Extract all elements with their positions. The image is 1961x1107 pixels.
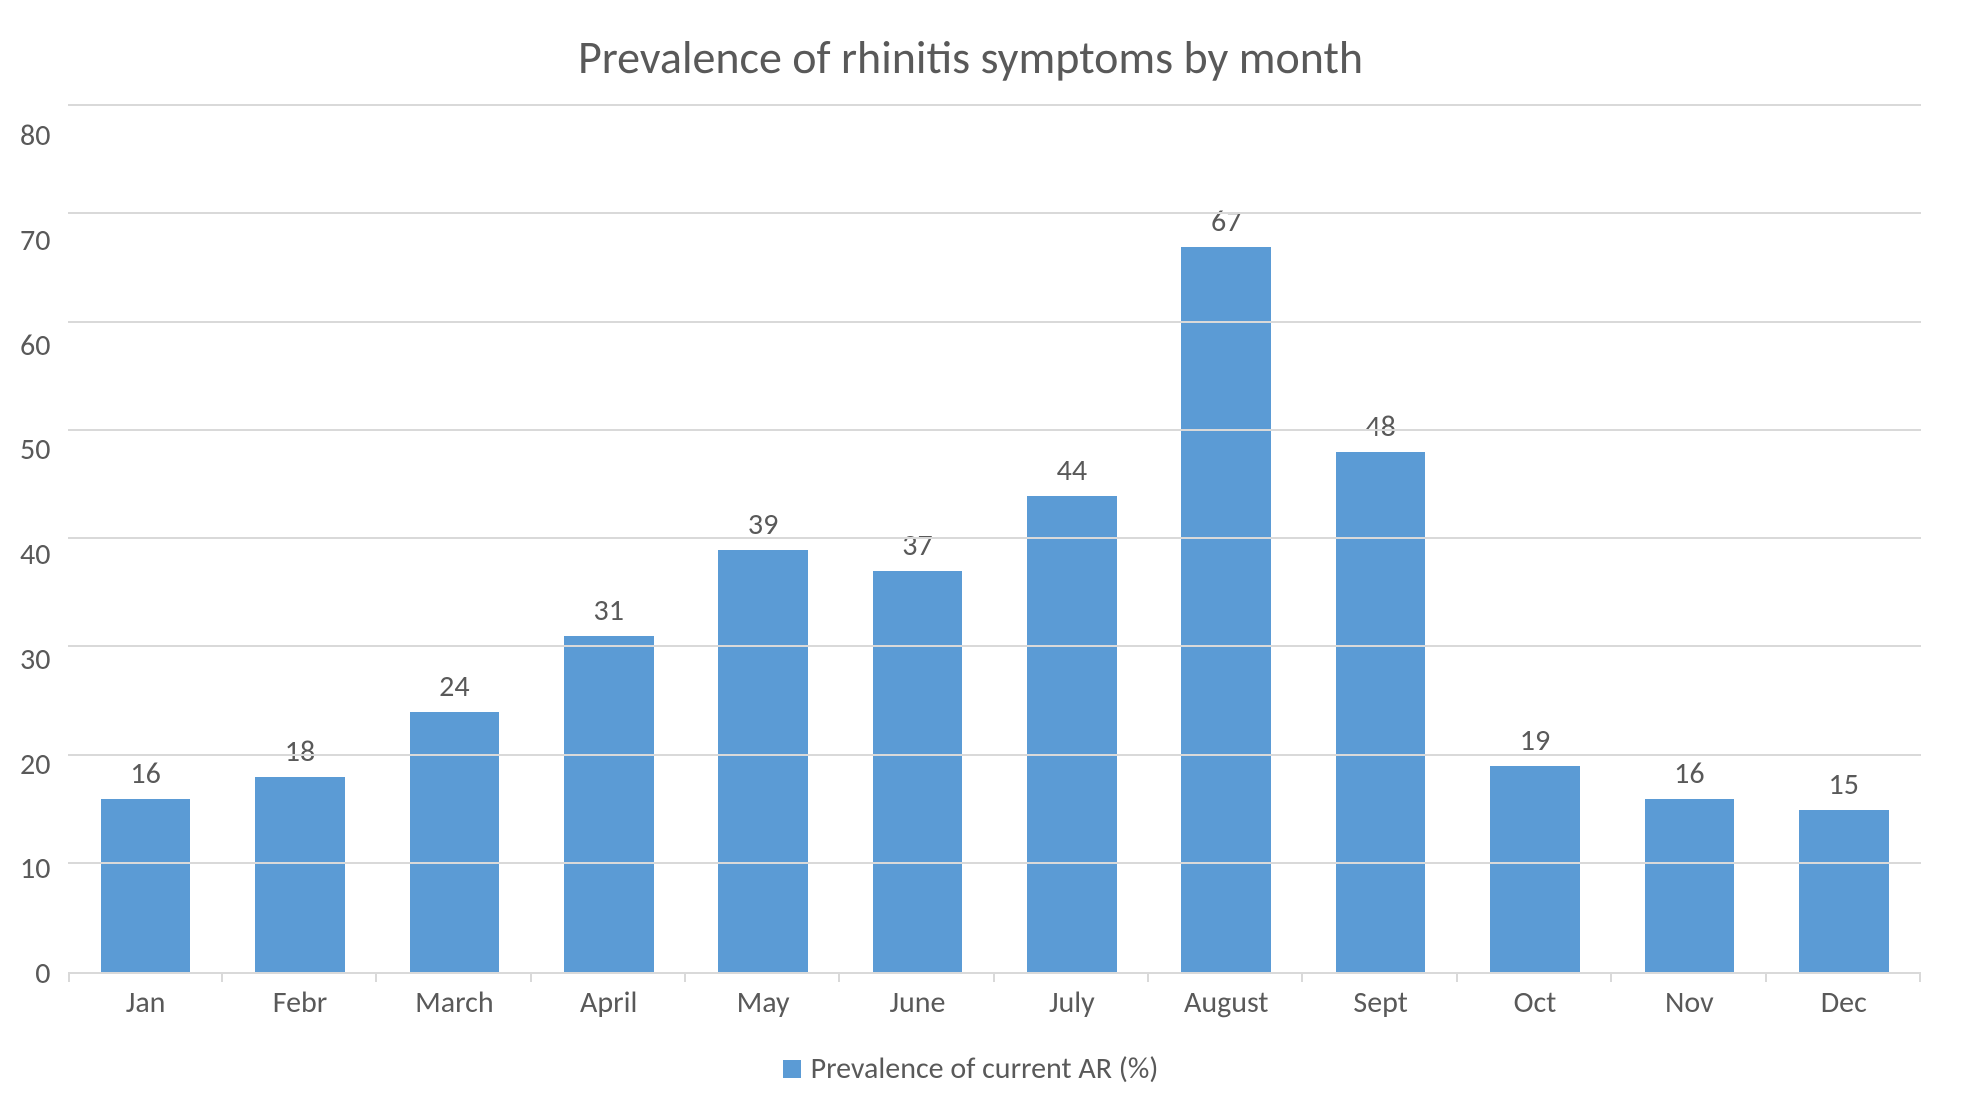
bar-value-label: 24 — [439, 672, 469, 702]
x-tick-label: Dec — [1767, 974, 1921, 1022]
x-tick-label: July — [995, 974, 1149, 1022]
x-tick-mark — [993, 972, 995, 982]
bar — [255, 777, 345, 972]
plot-wrapper: 16 18 24 31 39 37 44 67 48 19 16 15 JanFebrMarchApr… — [68, 106, 1921, 1022]
bar-slot: 16 — [1612, 106, 1766, 972]
chart-title: Prevalence of rhinitis symptoms by month — [20, 30, 1921, 86]
gridline — [68, 429, 1921, 431]
x-tick-mark — [838, 972, 840, 982]
gridline — [68, 321, 1921, 323]
bar — [101, 799, 191, 972]
x-tick-label: Sept — [1303, 974, 1457, 1022]
legend-swatch — [783, 1060, 801, 1078]
x-tick-mark — [1456, 972, 1458, 982]
chart-body: 80706050403020100 1618243139374467481916… — [20, 106, 1921, 1022]
x-tick-label: August — [1149, 974, 1303, 1022]
x-tick-mark — [375, 972, 377, 982]
bar-chart: Prevalence of rhinitis symptoms by month… — [20, 20, 1921, 1087]
gridline — [68, 645, 1921, 647]
bar-slot: 15 — [1767, 106, 1921, 972]
legend: Prevalence of current AR (%) — [20, 1022, 1921, 1087]
bar-value-label: 16 — [1674, 759, 1704, 789]
gridline — [68, 862, 1921, 864]
bar-slot: 24 — [377, 106, 531, 972]
x-tick-mark — [1147, 972, 1149, 982]
bar-slot: 31 — [532, 106, 686, 972]
plot-area: 16 18 24 31 39 37 44 67 48 19 16 15 — [68, 106, 1921, 974]
gridline — [68, 754, 1921, 756]
bar-slot: 44 — [995, 106, 1149, 972]
x-tick-label: April — [532, 974, 686, 1022]
bar-value-label: 37 — [902, 531, 932, 561]
bar-value-label: 39 — [748, 510, 778, 540]
bar-value-label: 48 — [1365, 412, 1395, 442]
y-tick-label: 0 — [35, 959, 50, 989]
bar-value-label: 67 — [1211, 207, 1241, 237]
gridline — [68, 104, 1921, 106]
bar-slot: 16 — [68, 106, 222, 972]
y-tick-label: 20 — [20, 750, 50, 780]
y-tick-label: 10 — [20, 854, 50, 884]
bar — [1645, 799, 1735, 972]
x-axis: JanFebrMarchAprilMayJuneJulyAugustSeptOc… — [68, 974, 1921, 1022]
x-tick-mark — [684, 972, 686, 982]
x-tick-mark — [1610, 972, 1612, 982]
bar-slot: 37 — [840, 106, 994, 972]
bar — [718, 550, 808, 972]
bar-slot: 19 — [1458, 106, 1612, 972]
gridline — [68, 537, 1921, 539]
bar — [564, 636, 654, 972]
bar-value-label: 15 — [1829, 770, 1859, 800]
x-tick-label: Jan — [68, 974, 222, 1022]
bar-value-label: 31 — [594, 596, 624, 626]
bar-value-label: 19 — [1520, 726, 1550, 756]
bar-value-label: 44 — [1057, 456, 1087, 486]
bar — [873, 571, 963, 972]
x-tick-mark — [530, 972, 532, 982]
y-tick-label: 40 — [20, 540, 50, 570]
x-tick-mark — [221, 972, 223, 982]
bar-slot: 39 — [686, 106, 840, 972]
y-tick-label: 30 — [20, 645, 50, 675]
x-tick-label: Febr — [223, 974, 377, 1022]
bar-slot: 18 — [223, 106, 377, 972]
x-tick-label: March — [377, 974, 531, 1022]
x-tick-mark — [68, 972, 70, 982]
gridline — [68, 212, 1921, 214]
bar — [1027, 496, 1117, 972]
bar — [1336, 452, 1426, 972]
bar — [1799, 810, 1889, 972]
bar — [1490, 766, 1580, 972]
x-tick-label: May — [686, 974, 840, 1022]
y-tick-label: 50 — [20, 435, 50, 465]
x-tick-mark — [1765, 972, 1767, 982]
y-axis: 80 70 60 50 40 30 20 10 0 — [20, 106, 68, 1022]
x-tick-label: Oct — [1458, 974, 1612, 1022]
legend-label: Prevalence of current AR (%) — [811, 1050, 1159, 1087]
x-tick-label: Nov — [1612, 974, 1766, 1022]
x-tick-label: June — [840, 974, 994, 1022]
bars-row: 16 18 24 31 39 37 44 67 48 19 16 15 — [68, 106, 1921, 972]
y-tick-label: 70 — [20, 226, 50, 256]
bar-value-label: 16 — [130, 759, 160, 789]
bar — [410, 712, 500, 972]
x-tick-mark — [1301, 972, 1303, 982]
y-tick-label: 80 — [20, 121, 50, 151]
x-tick-mark — [1919, 972, 1921, 982]
bar-slot: 67 — [1149, 106, 1303, 972]
bar-value-label: 18 — [285, 737, 315, 767]
y-tick-label: 60 — [20, 331, 50, 361]
bar-slot: 48 — [1303, 106, 1457, 972]
